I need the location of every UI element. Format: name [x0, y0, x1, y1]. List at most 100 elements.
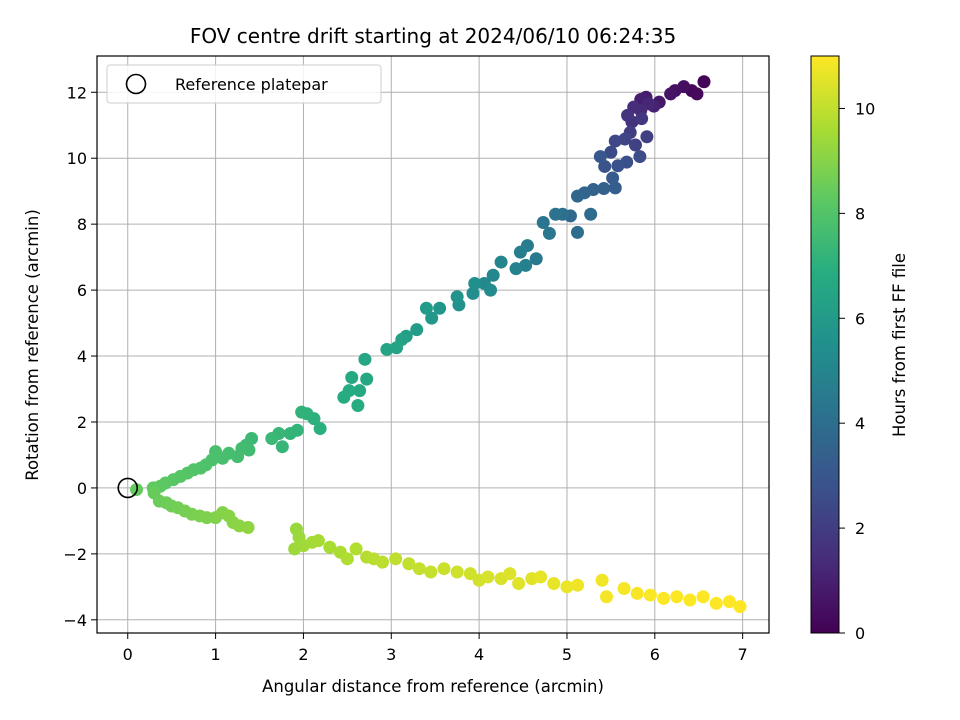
data-point: [345, 370, 359, 384]
data-point: [468, 277, 482, 291]
colorbar: 0 2 4 6 8 10 Hours from first FF file: [810, 55, 909, 643]
y-tick-label: −2: [63, 545, 87, 564]
data-point: [353, 384, 367, 398]
data-point: [466, 286, 480, 300]
data-point: [630, 586, 644, 600]
data-point: [599, 590, 613, 604]
data-point: [486, 268, 500, 282]
data-point: [402, 557, 416, 571]
colorbar-tick-label: 2: [855, 519, 865, 538]
data-point: [390, 341, 404, 355]
data-point: [595, 573, 609, 587]
data-point: [696, 590, 710, 604]
data-point: [542, 226, 556, 240]
data-point: [560, 580, 574, 594]
data-point: [617, 581, 631, 595]
x-axis-label: Angular distance from reference (arcmin): [262, 677, 604, 696]
data-point: [657, 591, 671, 605]
y-tick-label: 8: [77, 215, 87, 234]
reference-platepar-marker: [117, 477, 139, 499]
y-tick-label: 6: [77, 281, 87, 300]
data-point: [606, 171, 620, 185]
data-point: [380, 342, 394, 356]
data-point: [351, 398, 365, 412]
data-point: [437, 562, 451, 576]
data-point: [410, 323, 424, 337]
data-point: [450, 290, 464, 304]
data-point: [283, 427, 297, 441]
data-point: [337, 390, 351, 404]
plot-frame: [96, 55, 770, 634]
colorbar-tick-label: 10: [855, 99, 875, 118]
data-point: [611, 159, 625, 173]
data-point: [633, 150, 647, 164]
data-point: [494, 255, 508, 269]
data-point: [265, 431, 279, 445]
data-point: [608, 181, 622, 195]
legend: Reference platepar: [106, 64, 382, 104]
data-point: [621, 108, 635, 122]
data-point: [358, 352, 372, 366]
data-point: [683, 593, 697, 607]
data-point: [512, 577, 526, 591]
x-tick-label: 7: [738, 645, 748, 664]
grid: [97, 56, 769, 633]
chart-title: FOV centre drift starting at 2024/06/10 …: [190, 24, 676, 48]
data-point: [375, 555, 389, 569]
data-point: [419, 301, 433, 315]
y-tick-label: 4: [77, 347, 87, 366]
data-point: [547, 577, 561, 591]
data-point: [275, 440, 289, 454]
colorbar-gradient: [810, 55, 840, 634]
x-tick-label: 2: [298, 645, 308, 664]
data-point: [549, 207, 563, 221]
data-point: [628, 138, 642, 152]
x-tick-label: 0: [123, 645, 133, 664]
data-point: [323, 540, 337, 554]
colorbar-label: Hours from first FF file: [890, 253, 909, 437]
y-tick-label: 12: [67, 83, 87, 102]
data-point: [389, 552, 403, 566]
data-point: [608, 134, 622, 148]
data-point: [598, 159, 612, 173]
colorbar-tick-label: 0: [855, 624, 865, 643]
y-axis-label: Rotation from reference (arcmin): [23, 209, 42, 481]
data-point: [349, 542, 363, 556]
data-point: [733, 600, 747, 614]
colorbar-tick-label: 4: [855, 414, 865, 433]
x-tick-label: 6: [650, 645, 660, 664]
data-point: [709, 596, 723, 610]
data-point: [513, 245, 527, 259]
data-point: [529, 252, 543, 266]
data-point: [412, 562, 426, 576]
y-tick-label: 10: [67, 149, 87, 168]
data-point: [295, 405, 309, 419]
data-point: [643, 588, 657, 602]
data-point: [241, 520, 255, 534]
x-tick-label: 5: [562, 645, 572, 664]
x-axis-ticks: 0 1 2 3 4 5 6 7: [123, 633, 748, 664]
data-point: [604, 145, 618, 159]
y-tick-label: −4: [63, 611, 87, 630]
data-point: [503, 567, 517, 581]
legend-entry-reference: Reference platepar: [175, 75, 328, 94]
data-point: [311, 534, 325, 548]
colorbar-ticks: 0 2 4 6 8 10: [839, 99, 875, 643]
data-point: [433, 301, 447, 315]
data-point: [722, 595, 736, 609]
y-tick-label: 2: [77, 413, 87, 432]
data-point: [536, 216, 550, 230]
y-tick-label: 0: [77, 479, 87, 498]
data-point: [571, 189, 585, 203]
data-point: [697, 75, 711, 89]
data-point: [450, 565, 464, 579]
x-tick-label: 1: [210, 645, 220, 664]
colorbar-tick-label: 6: [855, 309, 865, 328]
data-point: [664, 87, 678, 101]
data-point: [690, 87, 704, 101]
data-point: [618, 132, 632, 146]
scatter-points: [130, 75, 747, 614]
x-tick-label: 4: [474, 645, 484, 664]
data-point: [635, 112, 649, 126]
